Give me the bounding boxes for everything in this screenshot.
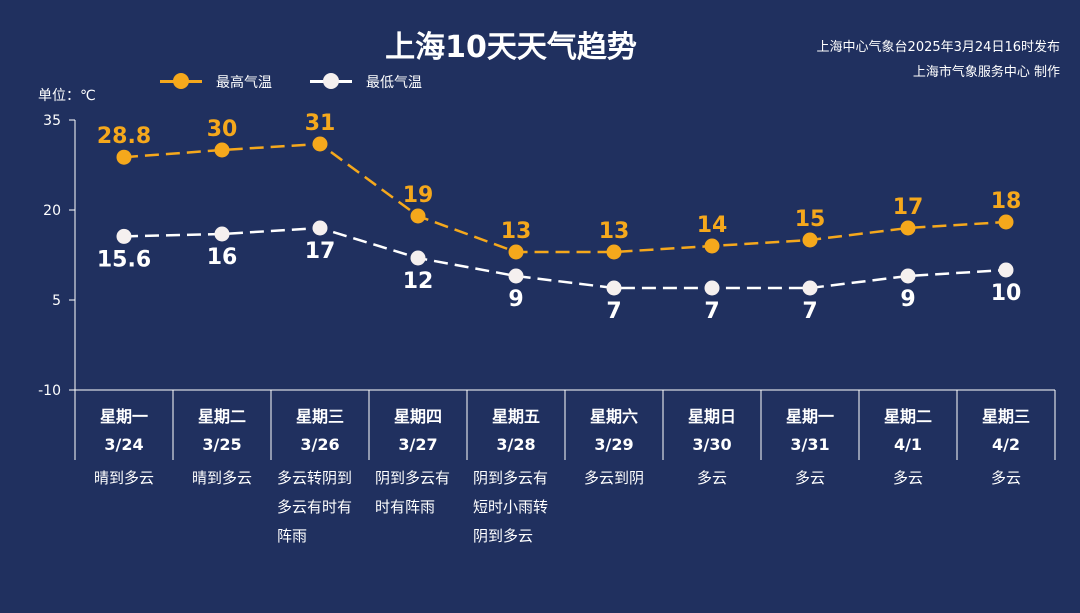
day-weekday-label: 星期二 <box>884 407 932 426</box>
day-date-label: 4/1 <box>894 435 922 454</box>
high-temp-label: 31 <box>305 111 336 136</box>
high-temp-point <box>704 238 720 254</box>
low-temp-label: 10 <box>991 281 1022 306</box>
day-weekday-label: 星期五 <box>492 407 540 426</box>
low-temp-point <box>410 250 426 266</box>
high-temp-point <box>998 214 1014 230</box>
day-date-label: 4/2 <box>992 435 1020 454</box>
day-weekday-label: 星期三 <box>296 407 344 426</box>
day-weekday-label: 星期三 <box>982 407 1030 426</box>
day-weekday-label: 星期四 <box>394 407 442 426</box>
low-temp-label: 7 <box>606 299 621 324</box>
day-date-label: 3/30 <box>692 435 731 454</box>
low-temp-line <box>123 226 1007 290</box>
low-temp-label: 7 <box>704 299 719 324</box>
legend-label-high: 最高气温 <box>216 75 272 91</box>
day-weather-text: 短时小雨转 <box>473 498 548 516</box>
low-temp-label: 7 <box>802 299 817 324</box>
high-temp-label: 13 <box>599 219 630 244</box>
day-weather-text: 多云转阴到 <box>277 469 352 487</box>
y-axis-unit: 单位：℃ <box>38 88 96 104</box>
low-temp-point <box>116 228 132 244</box>
day-date-label: 3/29 <box>594 435 633 454</box>
low-temp-point <box>900 268 916 284</box>
day-weather-text: 多云 <box>991 469 1021 487</box>
low-temp-point <box>802 280 818 296</box>
high-temp-label: 30 <box>207 117 238 142</box>
day-weather-text: 多云到阴 <box>584 469 644 487</box>
high-temp-label: 17 <box>893 195 924 220</box>
day-date-label: 3/28 <box>496 435 535 454</box>
day-weekday-label: 星期日 <box>688 407 736 426</box>
high-temp-label: 28.8 <box>97 124 151 149</box>
low-temp-label: 12 <box>403 269 434 294</box>
day-weather-text: 时有阵雨 <box>375 498 435 516</box>
y-tick-label: -10 <box>38 383 61 399</box>
chart-title: 上海10天天气趋势 <box>385 30 637 65</box>
day-date-label: 3/27 <box>398 435 437 454</box>
high-temp-point <box>214 142 230 158</box>
low-temp-point <box>508 268 524 284</box>
low-temp-label: 9 <box>508 287 523 312</box>
day-weather-text: 阴到多云有 <box>473 469 548 487</box>
day-weather-text: 多云有时有 <box>277 498 352 516</box>
legend-label-low: 最低气温 <box>366 75 422 91</box>
low-temp-label: 15.6 <box>97 247 151 272</box>
high-temp-label: 13 <box>501 219 532 244</box>
low-temp-point <box>214 226 230 242</box>
day-date-label: 3/24 <box>104 435 143 454</box>
high-temp-label: 18 <box>991 189 1022 214</box>
source-line-publisher: 上海中心气象台2025年3月24日16时发布 <box>816 40 1060 55</box>
high-temp-point <box>116 149 132 165</box>
day-weather-text: 晴到多云 <box>94 469 154 487</box>
day-weekday-label: 星期二 <box>198 407 246 426</box>
day-weather-text: 多云 <box>697 469 727 487</box>
high-temp-point <box>508 244 524 260</box>
high-temp-label: 19 <box>403 183 434 208</box>
legend-dot-low <box>323 73 339 89</box>
high-temp-point <box>606 244 622 260</box>
day-weekday-label: 星期一 <box>786 407 834 426</box>
day-date-label: 3/25 <box>202 435 241 454</box>
low-temp-label: 17 <box>305 239 336 264</box>
y-tick-label: 35 <box>43 113 61 129</box>
y-tick-label: 20 <box>43 203 61 219</box>
day-weather-text: 多云 <box>893 469 923 487</box>
day-weather-text: 阴到多云有 <box>375 469 450 487</box>
day-weather-text: 阴到多云 <box>473 527 533 545</box>
low-temp-label: 16 <box>207 245 238 270</box>
high-temp-line <box>123 142 1007 254</box>
day-weather-text: 多云 <box>795 469 825 487</box>
low-temp-label: 9 <box>900 287 915 312</box>
low-temp-point <box>312 220 328 236</box>
legend-dot-high <box>173 73 189 89</box>
high-temp-point <box>802 232 818 248</box>
source-line-producer: 上海市气象服务中心 制作 <box>912 65 1060 80</box>
day-date-label: 3/26 <box>300 435 339 454</box>
day-date-label: 3/31 <box>790 435 829 454</box>
high-temp-label: 14 <box>697 213 728 238</box>
low-temp-point <box>606 280 622 296</box>
high-temp-point <box>900 220 916 236</box>
high-temp-point <box>312 136 328 152</box>
day-weekday-label: 星期一 <box>100 407 148 426</box>
high-temp-label: 15 <box>795 207 826 232</box>
high-temp-point <box>410 208 426 224</box>
y-tick-label: 5 <box>52 293 61 309</box>
day-weekday-label: 星期六 <box>590 407 638 426</box>
low-temp-point <box>704 280 720 296</box>
low-temp-point <box>998 262 1014 278</box>
day-weather-text: 阵雨 <box>277 527 307 545</box>
day-weather-text: 晴到多云 <box>192 469 252 487</box>
